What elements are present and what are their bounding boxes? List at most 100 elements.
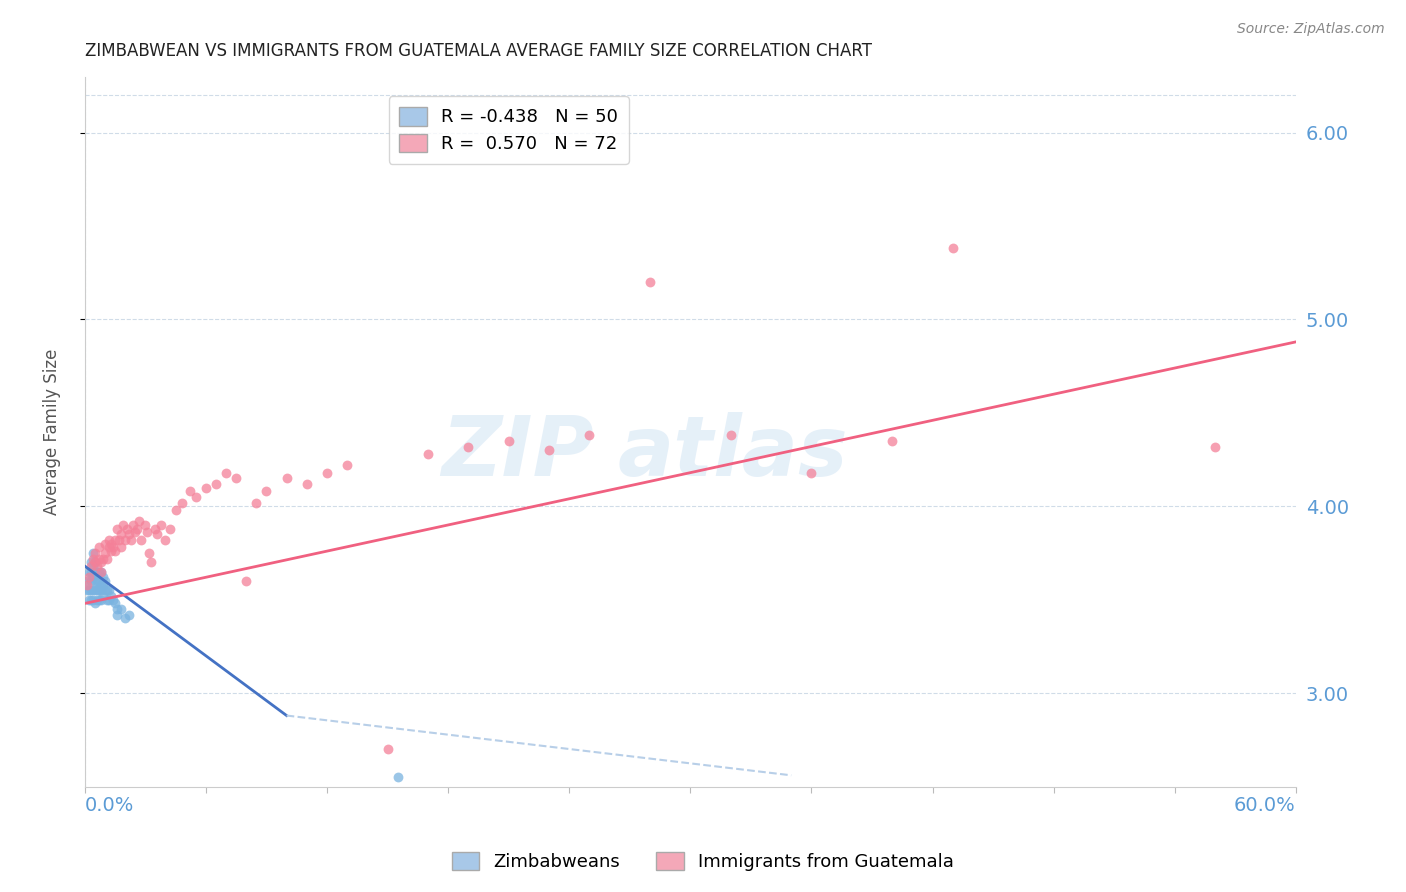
- Point: [83, 565, 105, 579]
- Point: [141, 555, 163, 569]
- Point: [295, 476, 318, 491]
- Point: [87, 551, 110, 566]
- Point: [80, 559, 103, 574]
- Point: [138, 546, 160, 560]
- Point: [122, 518, 145, 533]
- Point: [80, 574, 103, 588]
- Point: [86, 559, 108, 574]
- Point: [100, 536, 122, 550]
- Point: [179, 484, 201, 499]
- Point: [91, 551, 114, 566]
- Point: [83, 546, 105, 560]
- Point: [90, 592, 112, 607]
- Point: [110, 541, 132, 555]
- Point: [215, 466, 238, 480]
- Point: [76, 583, 98, 598]
- Point: [235, 574, 257, 588]
- Point: [80, 583, 103, 598]
- Point: [108, 533, 131, 547]
- Point: [245, 495, 267, 509]
- Point: [115, 522, 138, 536]
- Point: [97, 541, 120, 555]
- Point: [205, 476, 228, 491]
- Point: [105, 602, 128, 616]
- Point: [77, 570, 100, 584]
- Point: [96, 583, 118, 598]
- Point: [159, 522, 181, 536]
- Point: [150, 518, 173, 533]
- Point: [90, 578, 112, 592]
- Text: 60.0%: 60.0%: [1234, 796, 1296, 815]
- Point: [128, 514, 150, 528]
- Point: [720, 428, 742, 442]
- Point: [170, 495, 193, 509]
- Point: [91, 589, 114, 603]
- Point: [120, 533, 142, 547]
- Point: [114, 533, 136, 547]
- Point: [638, 275, 661, 289]
- Point: [118, 607, 141, 622]
- Point: [87, 583, 110, 598]
- Point: [377, 742, 399, 756]
- Point: [80, 555, 103, 569]
- Point: [82, 546, 104, 560]
- Point: [83, 574, 105, 588]
- Point: [82, 570, 104, 584]
- Point: [1204, 440, 1226, 454]
- Point: [82, 592, 104, 607]
- Point: [94, 583, 117, 598]
- Point: [104, 596, 127, 610]
- Point: [110, 602, 132, 616]
- Point: [97, 583, 120, 598]
- Point: [110, 527, 132, 541]
- Point: [94, 546, 117, 560]
- Point: [146, 527, 169, 541]
- Point: [537, 443, 560, 458]
- Point: [101, 592, 124, 607]
- Point: [184, 490, 207, 504]
- Point: [387, 770, 409, 784]
- Point: [97, 592, 120, 607]
- Point: [83, 555, 105, 569]
- Y-axis label: Average Family Size: Average Family Size: [44, 349, 60, 515]
- Point: [86, 583, 108, 598]
- Point: [83, 583, 105, 598]
- Point: [76, 574, 98, 588]
- Point: [87, 574, 110, 588]
- Point: [86, 565, 108, 579]
- Point: [276, 471, 298, 485]
- Point: [100, 589, 122, 603]
- Point: [498, 434, 520, 448]
- Point: [114, 611, 136, 625]
- Point: [225, 471, 247, 485]
- Point: [165, 503, 187, 517]
- Point: [336, 458, 359, 473]
- Point: [91, 570, 114, 584]
- Point: [105, 607, 128, 622]
- Text: ZIP: ZIP: [440, 412, 593, 493]
- Point: [254, 484, 277, 499]
- Point: [316, 466, 339, 480]
- Point: [90, 565, 112, 579]
- Point: [882, 434, 904, 448]
- Point: [136, 525, 159, 540]
- Point: [77, 565, 100, 579]
- Point: [104, 544, 127, 558]
- Point: [80, 592, 103, 607]
- Point: [86, 574, 108, 588]
- Point: [90, 565, 112, 579]
- Point: [145, 522, 167, 536]
- Point: [96, 592, 118, 607]
- Point: [97, 533, 120, 547]
- Point: [416, 447, 439, 461]
- Point: [155, 533, 177, 547]
- Point: [77, 583, 100, 598]
- Point: [77, 592, 100, 607]
- Point: [82, 559, 104, 574]
- Point: [87, 565, 110, 579]
- Point: [578, 428, 600, 442]
- Point: [104, 533, 127, 547]
- Point: [457, 440, 479, 454]
- Point: [94, 536, 117, 550]
- Point: [118, 527, 141, 541]
